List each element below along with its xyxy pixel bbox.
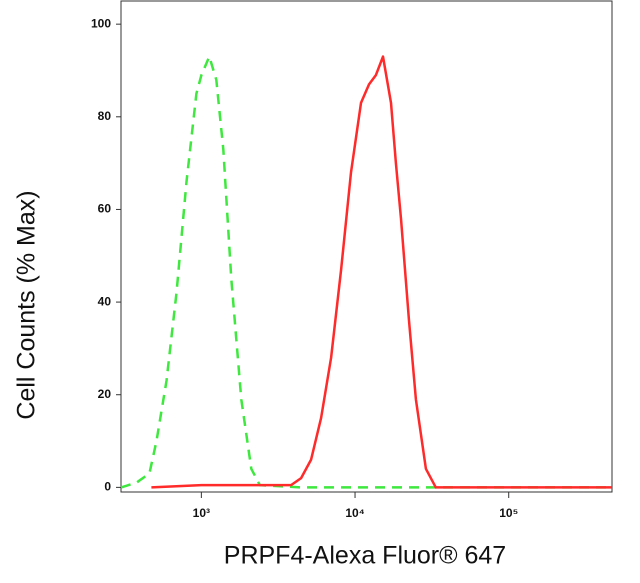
series-line [151, 55, 612, 489]
y-tick-label: 60 [98, 202, 112, 216]
y-tick-label: 80 [98, 109, 112, 123]
y-tick-label: 20 [98, 387, 112, 401]
x-axis-title: PRPF4-Alexa Fluor® 647 [224, 542, 506, 570]
y-tick-label: 100 [91, 16, 111, 30]
y-tick-label: 40 [98, 294, 112, 308]
plot-frame [120, 0, 613, 493]
y-axis-title: Cell Counts (% Max) [13, 190, 41, 419]
x-tick-label: 10⁴ [345, 506, 364, 520]
series-line [120, 55, 612, 489]
x-tick-label: 10⁵ [499, 506, 518, 520]
y-tick-label: 0 [104, 480, 111, 494]
x-tick-label: 10³ [193, 506, 210, 520]
